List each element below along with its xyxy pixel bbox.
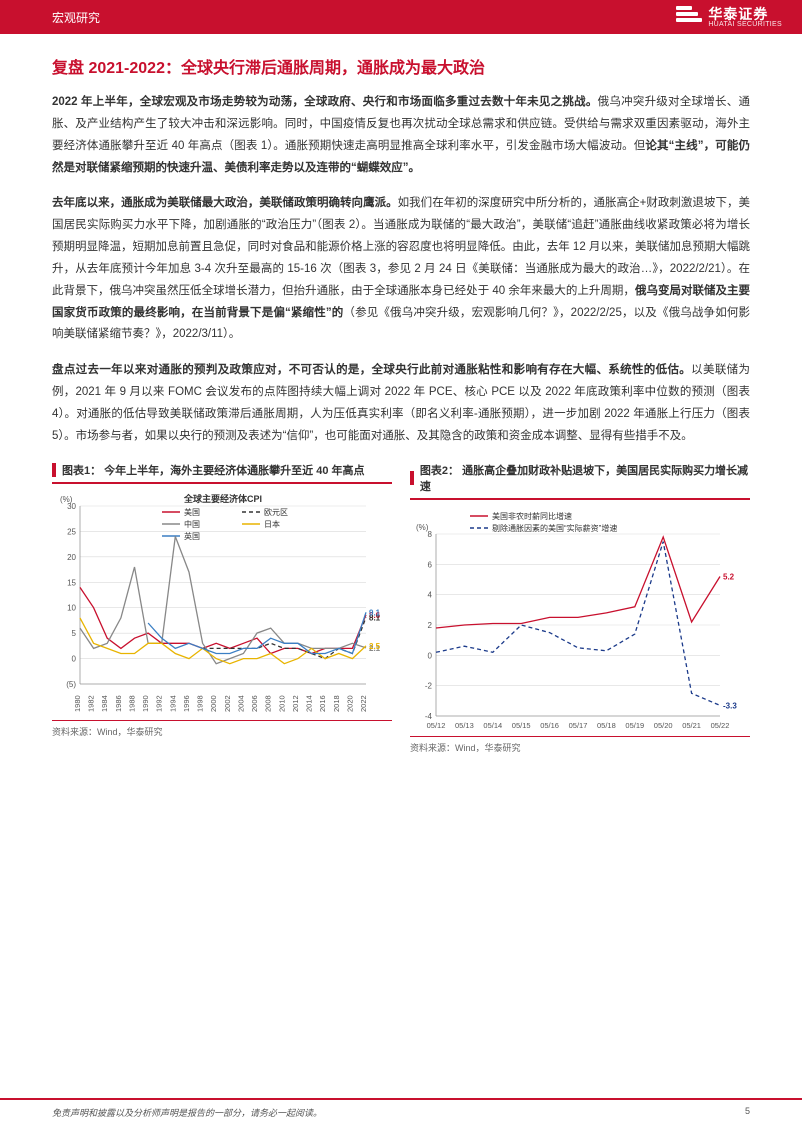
svg-text:9.1: 9.1 [369,608,381,617]
footer: 免责声明和披露以及分析师声明是报告的一部分，请务必一起阅读。 5 [0,1098,802,1133]
svg-text:25: 25 [67,527,76,536]
svg-text:2008: 2008 [264,695,273,712]
svg-text:美国非农时薪同比增速: 美国非农时薪同比增速 [492,511,572,521]
svg-text:6: 6 [428,560,433,569]
svg-text:1996: 1996 [182,695,191,712]
svg-text:1988: 1988 [127,695,136,712]
svg-text:1994: 1994 [168,695,177,712]
svg-text:2016: 2016 [318,695,327,712]
footer-disclaimer: 免责声明和披露以及分析师声明是报告的一部分，请务必一起阅读。 [52,1106,322,1119]
svg-text:2006: 2006 [250,695,259,712]
svg-text:05/21: 05/21 [682,721,701,730]
chart2-source: 资料来源：Wind，华泰研究 [410,736,750,754]
svg-text:05/20: 05/20 [654,721,673,730]
logo-en: HUATAI SECURITIES [708,21,782,28]
chart2-title: 图表2： 通胀高企叠加财政补贴退坡下，美国居民实际购买力增长减速 [420,462,750,494]
header-category: 宏观研究 [52,9,100,26]
svg-text:2014: 2014 [305,695,314,712]
svg-text:1990: 1990 [141,695,150,712]
svg-text:05/18: 05/18 [597,721,616,730]
paragraph-1: 2022 年上半年，全球宏观及市场走势较为动荡，全球政府、央行和市场面临多重过去… [52,92,750,179]
svg-text:0: 0 [428,651,433,660]
section-title: 复盘 2021-2022：全球央行滞后通胀周期，通胀成为最大政治 [52,54,750,78]
logo-cn: 华泰证券 [708,7,782,21]
page-number: 5 [745,1106,750,1119]
svg-text:05/15: 05/15 [512,721,531,730]
svg-text:-4: -4 [425,712,433,721]
chart-1-col: 图表1： 今年上半年，海外主要经济体通胀攀升至近 40 年高点 (5) 0 5 10 1… [52,462,392,754]
p2-bold-lead: 去年底以来，通胀成为美联储最大政治，美联储政策明确转向鹰派。 [52,197,398,209]
svg-text:-2: -2 [425,681,433,690]
chart1-svg: (5)051015202530(%)全球主要经济体CPI198019821984… [52,488,392,718]
charts-row: 图表1： 今年上半年，海外主要经济体通胀攀升至近 40 年高点 (5) 0 5 10 1… [0,462,802,754]
logo-icon [676,6,702,28]
svg-text:2020: 2020 [345,695,354,712]
svg-text:-3.3: -3.3 [723,701,737,710]
header-bar: 宏观研究 华泰证券 HUATAI SECURITIES [0,0,802,34]
svg-text:4: 4 [428,590,433,599]
svg-text:1992: 1992 [155,695,164,712]
p1-bold-lead: 2022 年上半年，全球宏观及市场走势较为动荡，全球政府、央行和市场面临多重过去… [52,96,598,108]
svg-text:05/16: 05/16 [540,721,559,730]
svg-text:05/22: 05/22 [711,721,730,730]
svg-text:5.2: 5.2 [723,572,735,581]
brand-logo: 华泰证券 HUATAI SECURITIES [676,6,782,28]
p3-bold-lead: 盘点过去一年以来对通胀的预判及政策应对，不可否认的是，全球央行此前对通胀粘性和影… [52,364,691,376]
svg-text:剔除通胀因素的美国“实际薪资”增速: 剔除通胀因素的美国“实际薪资”增速 [492,523,617,533]
svg-text:05/14: 05/14 [483,721,502,730]
svg-text:(%): (%) [60,495,73,504]
svg-text:中国: 中国 [184,519,200,529]
paragraph-3: 盘点过去一年以来对通胀的预判及政策应对，不可否认的是，全球央行此前对通胀粘性和影… [52,360,750,447]
p2-body1: 如我们在年初的深度研究中所分析的，通胀高企+财政刺激退坡下，美国居民实际购买力水… [52,197,750,296]
svg-text:5: 5 [72,629,77,638]
content-area: 复盘 2021-2022：全球央行滞后通胀周期，通胀成为最大政治 2022 年上… [0,34,802,448]
svg-text:05/17: 05/17 [569,721,588,730]
svg-text:2000: 2000 [209,695,218,712]
svg-text:05/13: 05/13 [455,721,474,730]
chart1-title: 图表1： 今年上半年，海外主要经济体通胀攀升至近 40 年高点 [62,462,365,478]
svg-text:10: 10 [67,603,76,612]
svg-text:2010: 2010 [277,695,286,712]
svg-text:1984: 1984 [100,695,109,712]
svg-text:20: 20 [67,553,76,562]
svg-text:(%): (%) [416,523,429,532]
svg-text:美国: 美国 [184,507,200,517]
svg-text:日本: 日本 [264,519,280,529]
svg-text:2.5: 2.5 [369,642,381,651]
svg-text:1998: 1998 [196,695,205,712]
svg-text:2018: 2018 [332,695,341,712]
svg-text:1982: 1982 [87,695,96,712]
paragraph-2: 去年底以来，通胀成为美联储最大政治，美联储政策明确转向鹰派。如我们在年初的深度研… [52,193,750,346]
svg-text:05/12: 05/12 [427,721,446,730]
svg-text:欧元区: 欧元区 [264,507,288,517]
svg-text:1980: 1980 [73,695,82,712]
svg-text:2012: 2012 [291,695,300,712]
svg-text:2022: 2022 [359,695,368,712]
svg-text:2: 2 [428,621,433,630]
chart-2-col: 图表2： 通胀高企叠加财政补贴退坡下，美国居民实际购买力增长减速 -4 -2 0 2 4… [410,462,750,754]
svg-text:05/19: 05/19 [625,721,644,730]
svg-text:2004: 2004 [236,695,245,712]
svg-text:0: 0 [72,654,77,663]
svg-text:15: 15 [67,578,76,587]
svg-text:全球主要经济体CPI: 全球主要经济体CPI [183,493,262,504]
svg-text:英国: 英国 [184,531,200,541]
svg-text:2002: 2002 [223,695,232,712]
svg-text:(5): (5) [66,680,76,689]
chart1-source: 资料来源：Wind，华泰研究 [52,720,392,738]
svg-text:1986: 1986 [114,695,123,712]
chart2-svg: -4-202468(%)05/1205/1305/1405/1505/1605/… [410,504,750,734]
